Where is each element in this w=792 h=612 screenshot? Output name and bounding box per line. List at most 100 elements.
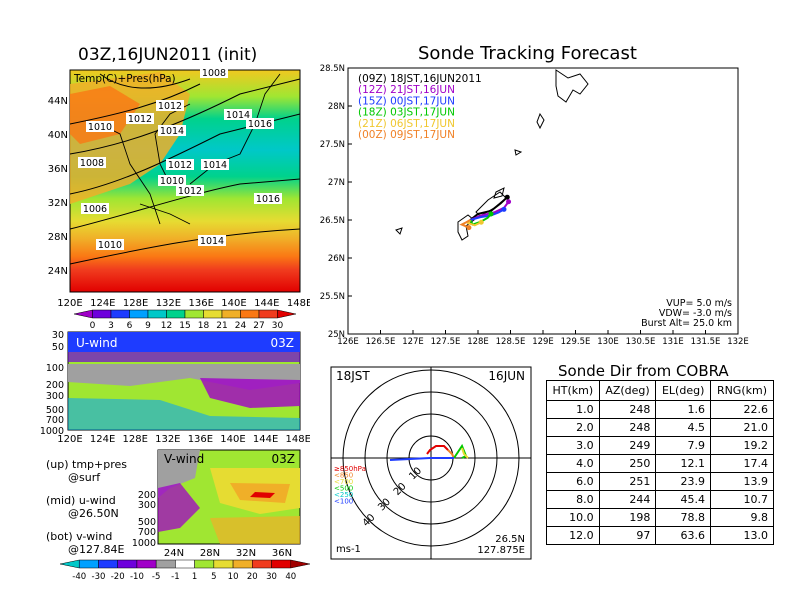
- tracking-legend-entry: (12Z) 21JST,16JUN: [358, 84, 455, 96]
- tracking-legend-entry: (09Z) 18JST,16JUN2011: [358, 73, 482, 85]
- isobar-label-bg: [254, 193, 282, 204]
- polar-lon: 127.875E: [477, 545, 525, 556]
- isobar-label: 1012: [128, 114, 152, 125]
- isobar-label-bg: [158, 125, 186, 136]
- v-wind-pressure-label: 200: [138, 490, 156, 501]
- colorbar-swatch: [166, 309, 186, 319]
- colorbar-swatch: [92, 309, 112, 319]
- isobar-label-bg: [158, 175, 186, 186]
- table-cell: 78.8: [655, 508, 711, 527]
- table-cell: 10.7: [709, 490, 775, 509]
- isobar-label: 1008: [80, 158, 104, 169]
- tracking-plot-area: [347, 67, 739, 335]
- isobar-label-bg: [86, 121, 114, 132]
- colorbar-label: 15: [179, 321, 190, 330]
- map-lat-label: 32N: [48, 198, 68, 209]
- map-lat-label: 40N: [48, 130, 68, 141]
- polar-level-legend-entry: <850: [334, 472, 353, 480]
- table-cell: 244: [598, 490, 657, 509]
- isobar-label: 1014: [203, 160, 227, 171]
- u-wind-east-region: [200, 378, 300, 408]
- sonde-table: HT(km) AZ(deg) EL(deg) RNG(km) 1.0 248 1.6…: [546, 380, 775, 545]
- table-cell: 248: [598, 400, 657, 419]
- isobar-label: 1014: [226, 110, 250, 121]
- wind-colorbar-swatch: [175, 559, 195, 569]
- tracking-lon-label: 130E: [597, 337, 619, 347]
- track-endpoint: [488, 211, 494, 217]
- temperature-colorbar: 0 3 6 9 12 15 18 21 24 27 30: [73, 309, 297, 330]
- isobar-label-bg: [198, 235, 226, 246]
- isobar-label-bg: [78, 157, 106, 168]
- isobar-label-bg: [126, 113, 154, 124]
- table-cell: 7.9: [655, 436, 711, 455]
- u-wind-lon-label: 124E: [90, 434, 115, 445]
- map-lon-label: 140E: [221, 298, 246, 309]
- tracking-lat-label: 25.5N: [320, 292, 345, 302]
- table-cell: 12.1: [655, 454, 711, 473]
- wind-colorbar-label: 1: [192, 572, 197, 582]
- tracking-lon-label: 126.5E: [366, 337, 396, 347]
- tracking-param: Burst Alt= 25.0 km: [641, 318, 732, 329]
- u-wind-pressure-label: 1000: [40, 426, 64, 437]
- u-wind-lon-label: 132E: [155, 434, 180, 445]
- colorbar-swatch: [147, 309, 167, 319]
- isobar-label-bg: [176, 185, 204, 196]
- wind-colorbar-label: 10: [228, 572, 239, 582]
- isobar-label: 1010: [88, 122, 112, 133]
- table-cell: 9.8: [709, 508, 775, 527]
- colorbar-swatch: [277, 309, 297, 319]
- tracking-legend-entry: (00Z) 09JST,17JUN: [358, 129, 455, 141]
- map-lon-label: 136E: [188, 298, 213, 309]
- isobar-label: 1012: [178, 186, 202, 197]
- table-cell: 249: [598, 436, 657, 455]
- track-series-line: [459, 219, 471, 229]
- tracking-lon-label: 128.5E: [496, 337, 526, 347]
- isobar-label: 1010: [98, 240, 122, 251]
- table-cell: 97: [598, 526, 657, 545]
- map-lon-label: 132E: [156, 298, 181, 309]
- tracking-lon-label: 131E: [662, 337, 684, 347]
- table-row: 1.0 248 1.6 22.6: [546, 400, 775, 419]
- track-endpoint: [506, 199, 512, 205]
- isobar-label: 1012: [168, 160, 192, 171]
- colorbar-label: 12: [161, 321, 172, 330]
- polar-level-legend-entry: <250: [334, 491, 353, 499]
- polar-level-legend-entry: ≥850hPa: [334, 465, 366, 473]
- tracking-legend-entry: (18Z) 03JST,17JUN: [358, 107, 455, 119]
- tracking-title: Sonde Tracking Forecast: [418, 43, 637, 64]
- table-cell: 45.4: [655, 490, 711, 509]
- colorbar-swatch: [221, 309, 241, 319]
- tracking-lon-label: 130.5E: [626, 337, 656, 347]
- isobar-label-bg: [224, 109, 252, 120]
- map-lat-label: 28N: [48, 232, 68, 243]
- polar-trace-orange: [447, 449, 455, 459]
- note-up-sub: @surf: [68, 471, 101, 484]
- table-cell: 21.0: [709, 418, 775, 437]
- table-cell: 1.0: [546, 400, 600, 419]
- table-cell: 1.6: [655, 400, 711, 419]
- table-row: 4.0 250 12.1 17.4: [546, 454, 775, 473]
- colorbar-swatch: [258, 309, 278, 319]
- wind-colorbar-label: -1: [171, 572, 179, 582]
- polar-level-legend-entry: <700: [334, 478, 353, 486]
- tracking-lon-label: 129.5E: [561, 337, 591, 347]
- table-cell: 19.2: [709, 436, 775, 455]
- polar-level-legend-entry: <100: [334, 498, 353, 506]
- colorbar-label: 3: [108, 321, 114, 330]
- wind-colorbar-label: 5: [211, 572, 216, 582]
- tracking-param: VDW= -3.0 m/s: [659, 308, 732, 319]
- colorbar-label: 27: [253, 321, 264, 330]
- wind-colorbar-label: -10: [130, 572, 144, 582]
- table-cell: 6.0: [546, 472, 600, 491]
- note-mid-sub: @26.50N: [68, 507, 119, 520]
- table-row: 12.0 97 63.6 13.0: [546, 526, 775, 545]
- colorbar-label: 24: [235, 321, 247, 330]
- v-wind-pressure-label: 500: [138, 517, 156, 528]
- polar-trace-blue: [389, 457, 454, 461]
- wind-colorbar-swatch: [117, 559, 138, 569]
- wind-colorbar-swatch: [232, 559, 253, 569]
- wind-colorbar-swatch: [290, 559, 311, 569]
- u-wind-upper-band: [68, 352, 300, 362]
